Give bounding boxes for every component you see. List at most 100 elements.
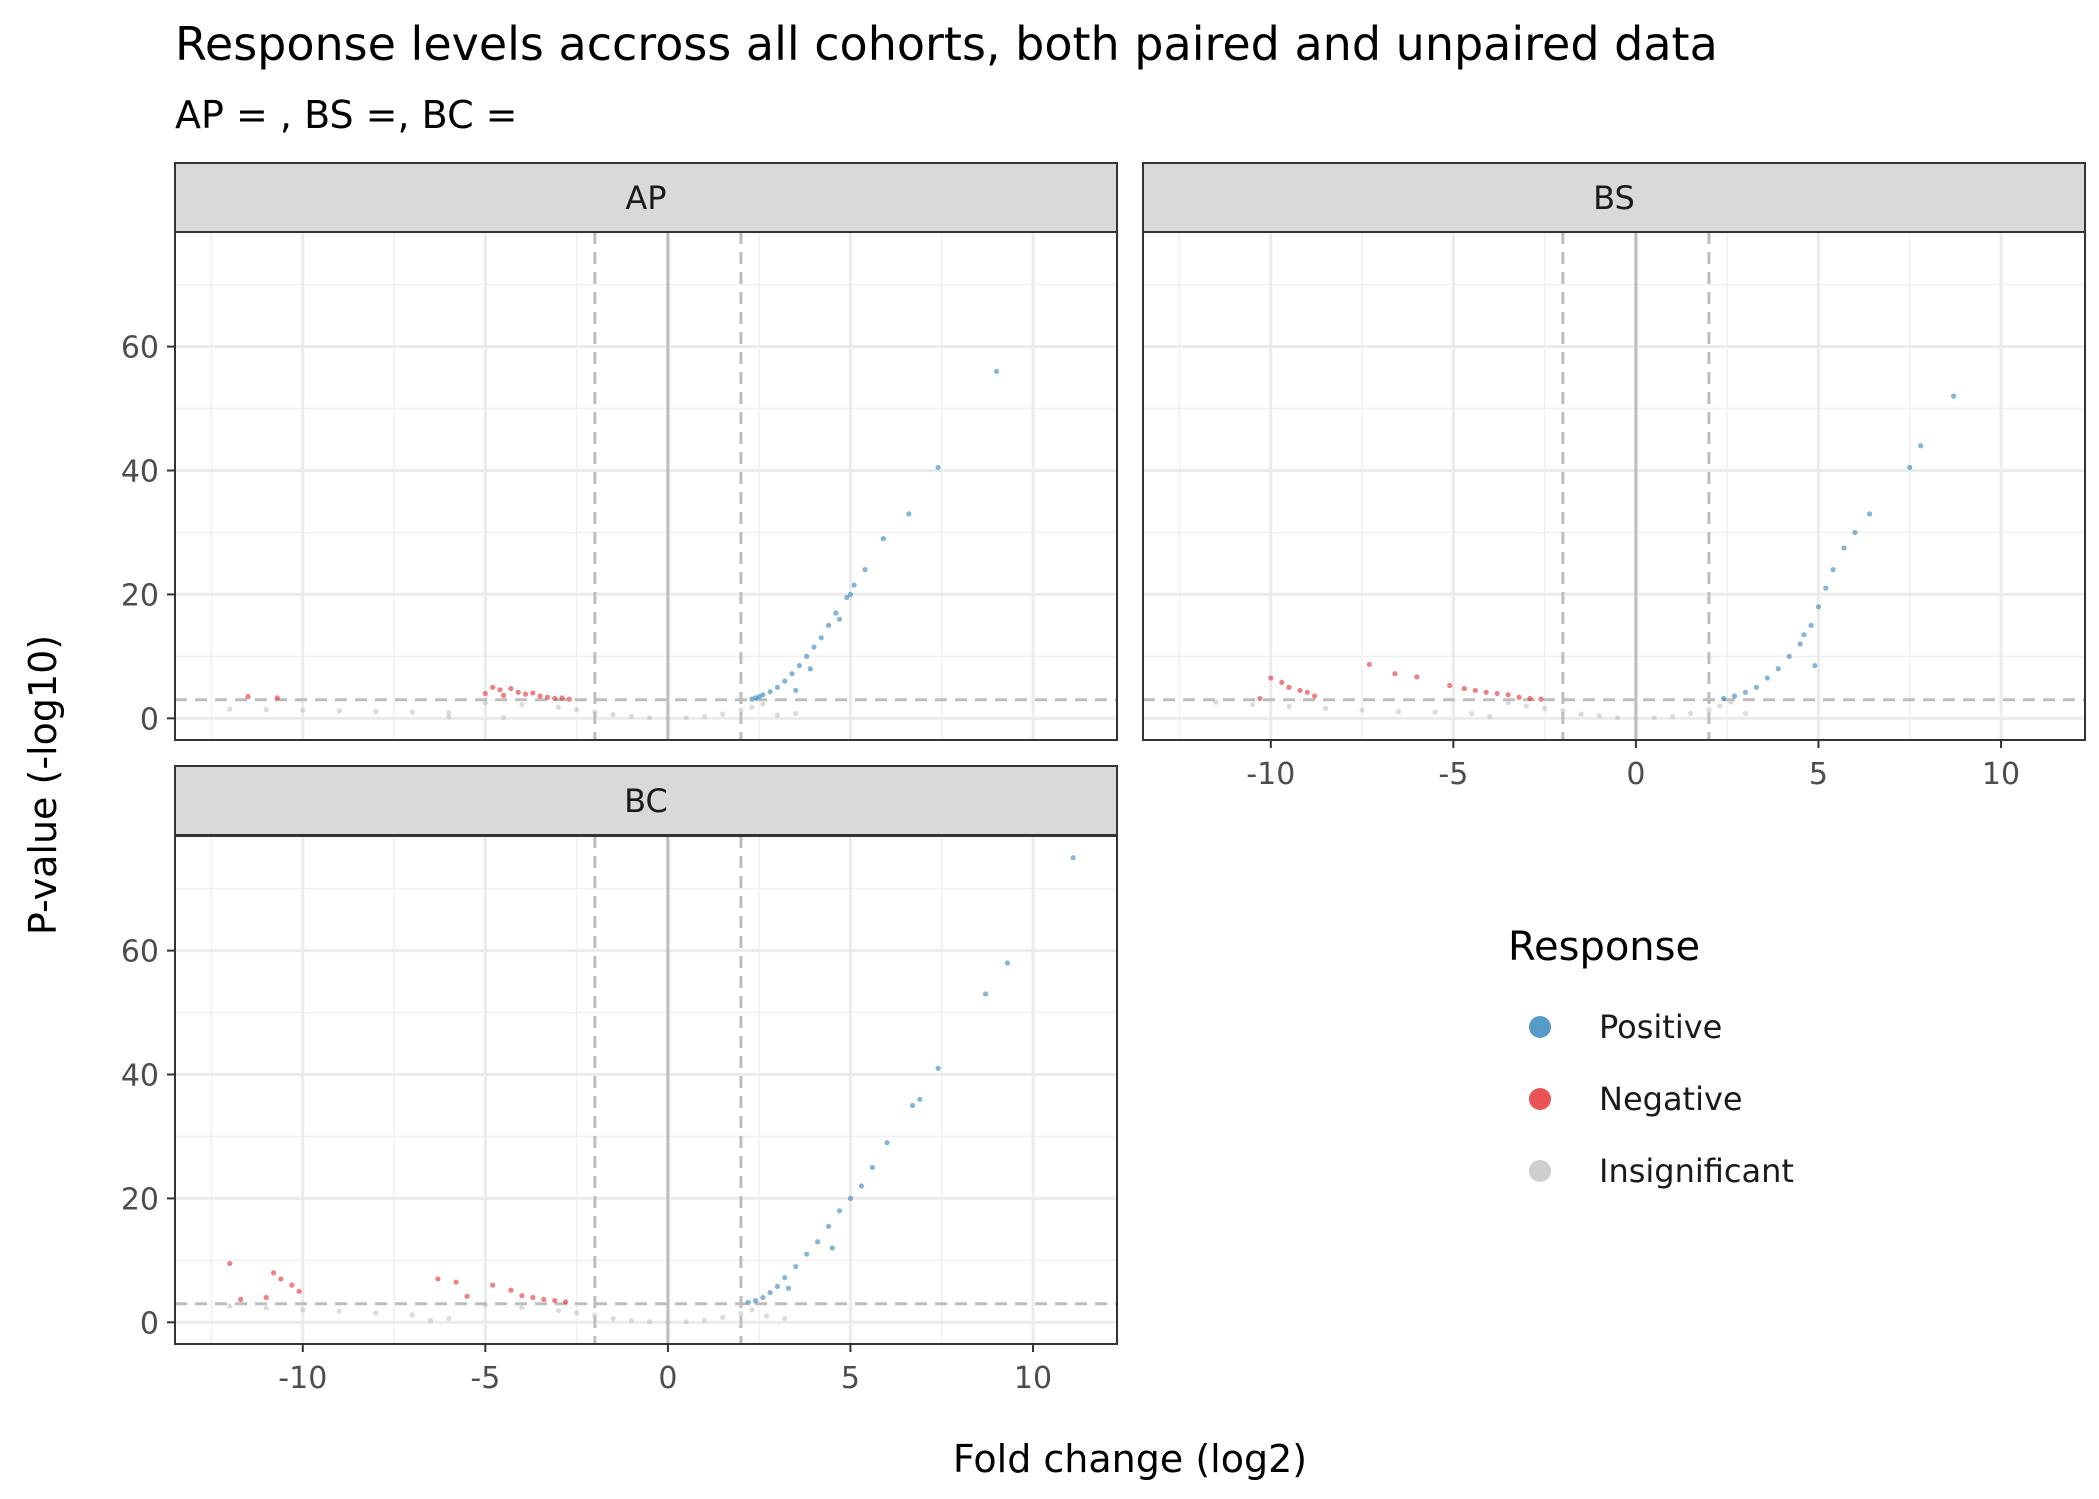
facet-label: BS (1593, 179, 1635, 217)
data-point-positive (1775, 666, 1781, 672)
data-point-positive (811, 644, 817, 650)
data-point-positive (796, 663, 802, 669)
data-point-insignificant (300, 707, 306, 713)
data-point-insignificant (574, 707, 580, 713)
data-point-negative (270, 1270, 277, 1276)
data-point-negative (1516, 694, 1522, 700)
data-point-insignificant (1359, 707, 1365, 713)
data-point-positive (785, 1285, 791, 1291)
data-point-negative (1527, 695, 1533, 702)
y-tick-label: 40 (121, 1059, 159, 1094)
data-point-positive (1797, 641, 1803, 647)
data-point-positive (909, 1102, 916, 1109)
data-point-negative (1392, 671, 1398, 677)
x-tick-label: 10 (1014, 1361, 1052, 1396)
data-point-insignificant (749, 704, 755, 710)
data-point-insignificant (1523, 703, 1529, 709)
data-point-positive (1812, 663, 1818, 669)
data-point-positive (815, 1239, 821, 1245)
data-point-positive (804, 653, 810, 659)
data-point-positive (1815, 604, 1822, 610)
data-point-positive (1786, 653, 1792, 659)
x-tick-label: 5 (1809, 757, 1828, 792)
data-point-positive (1823, 585, 1829, 591)
data-point-insignificant (628, 713, 634, 720)
data-point-insignificant (610, 1316, 616, 1322)
data-point-negative (1538, 696, 1544, 702)
data-point-insignificant (555, 1307, 561, 1314)
data-point-negative (497, 687, 503, 693)
data-point-insignificant (1213, 699, 1219, 705)
data-point-insignificant (1578, 711, 1584, 717)
data-point-insignificant (665, 715, 671, 721)
data-point-negative (1483, 689, 1489, 695)
y-tick-label: 60 (121, 331, 159, 366)
y-tick-label: 0 (140, 1306, 159, 1341)
facet-panels: AP 0 20 40 60 BS -10 -5 0 5 10 BC -10 -5 0 5 10 0 20 40 60 (121, 162, 2086, 1396)
data-point-positive (847, 1195, 854, 1202)
data-point-negative (1286, 684, 1292, 690)
data-point-insignificant (647, 715, 653, 721)
y-tick-label: 0 (140, 702, 159, 737)
legend-label: Negative (1599, 1080, 1743, 1118)
data-point-insignificant (263, 1305, 269, 1311)
data-point-insignificant (1717, 703, 1723, 709)
data-point-positive (1808, 622, 1814, 628)
data-point-positive (935, 464, 941, 471)
data-point-insignificant (482, 700, 488, 706)
data-point-negative (563, 1299, 569, 1305)
data-point-positive (847, 591, 854, 598)
data-point-negative (1279, 679, 1285, 685)
panel-background (175, 232, 1117, 740)
data-point-positive (818, 635, 824, 641)
data-point-insignificant (336, 708, 342, 714)
legend: Response Positive Negative Insignificant (1508, 924, 1794, 1190)
data-point-positive (1742, 689, 1749, 695)
data-point-positive (1866, 511, 1873, 517)
data-point-insignificant (1633, 715, 1639, 721)
data-point-negative (296, 1288, 302, 1294)
data-point-negative (501, 692, 507, 698)
data-point-positive (1950, 393, 1957, 399)
data-point-negative (274, 695, 280, 701)
data-point-negative (1472, 687, 1478, 694)
data-point-insignificant (1688, 710, 1694, 716)
data-point-positive (1830, 567, 1836, 573)
data-point-insignificant (793, 710, 799, 716)
data-point-negative (435, 1276, 441, 1282)
x-axis-title: Fold change (log2) (953, 1437, 1307, 1481)
data-point-insignificant (373, 1310, 379, 1316)
data-point-negative (559, 695, 565, 701)
data-point-positive (935, 1065, 941, 1071)
data-point-insignificant (1560, 708, 1566, 714)
data-point-insignificant (427, 1317, 434, 1324)
data-point-insignificant (501, 715, 507, 721)
data-point-negative (227, 1260, 233, 1267)
data-point-positive (1801, 632, 1807, 638)
data-point-positive (982, 991, 989, 997)
x-tick-label: -5 (1438, 757, 1468, 792)
data-point-positive (906, 511, 912, 517)
data-point-positive (1918, 443, 1924, 449)
data-point-negative (278, 1276, 284, 1282)
x-tick-label: 0 (658, 1361, 677, 1396)
legend-key-insignificant (1529, 1160, 1551, 1182)
data-point-insignificant (760, 701, 766, 707)
data-point-negative (1447, 682, 1453, 689)
data-point-positive (993, 368, 1000, 374)
data-point-insignificant (647, 1319, 653, 1325)
data-point-negative (464, 1293, 470, 1299)
data-point-insignificant (683, 715, 689, 721)
facet-panel-ap: AP 0 20 40 60 (121, 162, 1118, 741)
data-point-insignificant (446, 1316, 452, 1322)
data-point-positive (884, 1140, 890, 1146)
data-point-insignificant (446, 710, 452, 716)
data-point-positive (1841, 545, 1847, 551)
data-point-negative (482, 690, 488, 697)
data-point-negative (1414, 674, 1420, 680)
data-point-insignificant (1249, 702, 1256, 708)
data-point-negative (245, 694, 251, 700)
y-axis-title: P-value (-log10) (21, 635, 65, 935)
data-point-insignificant (1669, 713, 1676, 720)
